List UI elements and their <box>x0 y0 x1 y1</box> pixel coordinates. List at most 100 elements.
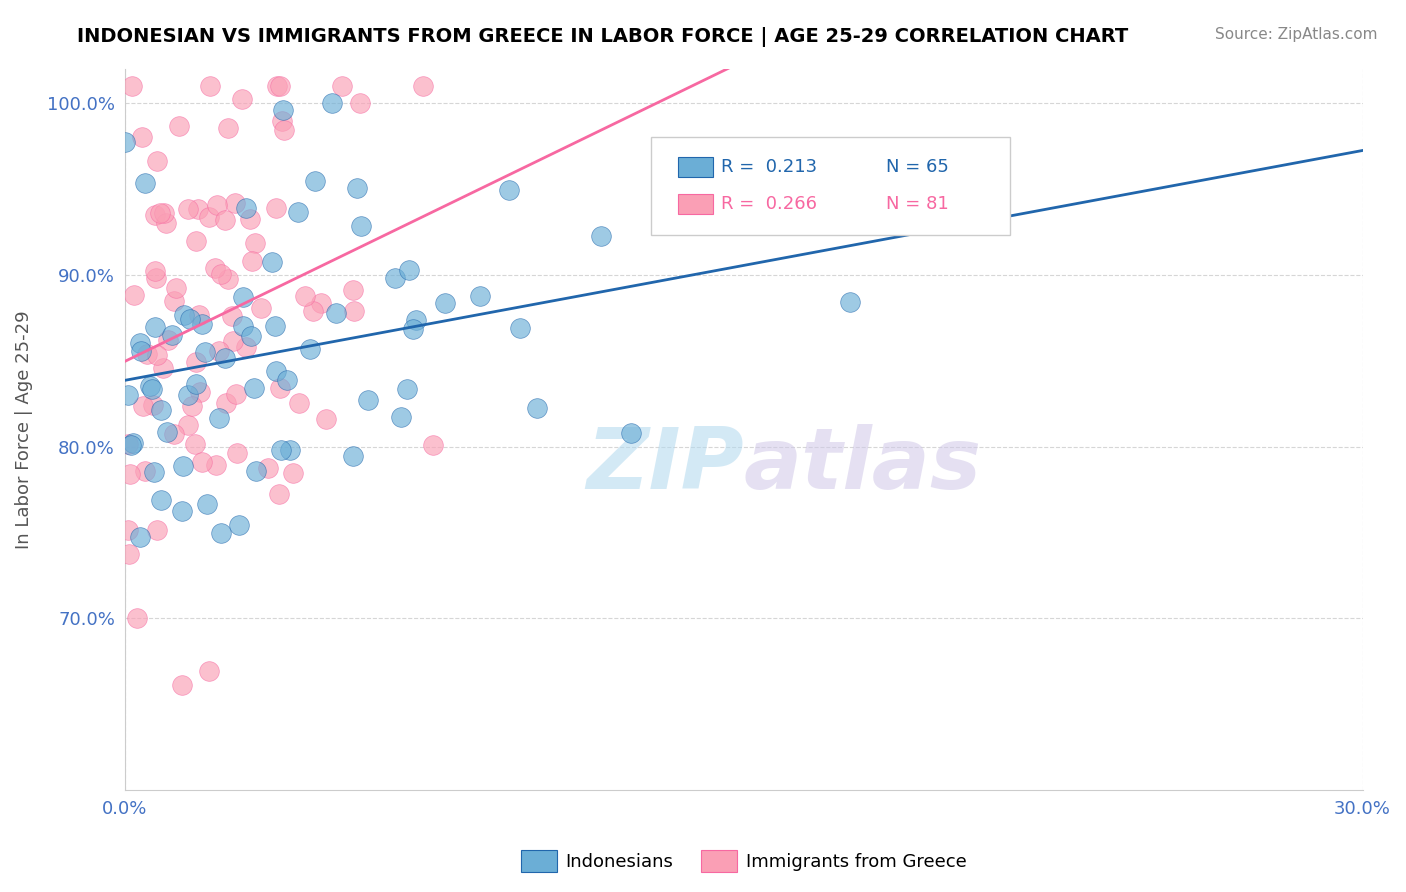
Point <box>163 293 186 308</box>
Point <box>434 296 457 310</box>
Point <box>315 412 337 426</box>
Point <box>239 329 262 343</box>
Point <box>402 321 425 335</box>
Point <box>146 524 169 538</box>
Point <box>269 381 291 395</box>
Point <box>357 393 380 408</box>
Point <box>273 122 295 136</box>
Point <box>343 303 366 318</box>
Point <box>309 296 332 310</box>
Point <box>389 410 412 425</box>
Point <box>141 382 163 396</box>
Point <box>250 301 273 315</box>
Point <box>225 387 247 401</box>
Point <box>170 504 193 518</box>
Point <box>184 376 207 391</box>
Point <box>205 458 228 472</box>
Point <box>349 95 371 110</box>
Point <box>187 202 209 217</box>
Point <box>209 526 232 541</box>
Point <box>134 176 156 190</box>
Point <box>266 201 288 215</box>
Point <box>288 396 311 410</box>
Point <box>526 401 548 415</box>
Point <box>287 205 309 219</box>
Point <box>215 396 238 410</box>
Point <box>186 234 208 248</box>
Point <box>281 466 304 480</box>
Point <box>231 92 253 106</box>
Point <box>165 281 187 295</box>
Point <box>153 206 176 220</box>
Point <box>152 360 174 375</box>
Point <box>468 289 491 303</box>
Point <box>194 345 217 359</box>
Point <box>422 438 444 452</box>
Y-axis label: In Labor Force | Age 25-29: In Labor Force | Age 25-29 <box>15 310 32 549</box>
Point <box>209 267 232 281</box>
Point <box>146 154 169 169</box>
Point <box>342 283 364 297</box>
Point <box>188 308 211 322</box>
Point <box>132 400 155 414</box>
Point <box>217 271 239 285</box>
Point <box>620 426 643 441</box>
Point <box>395 383 418 397</box>
Point <box>235 340 257 354</box>
Point <box>273 103 295 118</box>
Point <box>245 464 267 478</box>
Point <box>150 492 173 507</box>
Point <box>129 343 152 358</box>
Point <box>128 335 150 350</box>
Text: INDONESIAN VS IMMIGRANTS FROM GREECE IN LABOR FORCE | AGE 25-29 CORRELATION CHAR: INDONESIAN VS IMMIGRANTS FROM GREECE IN … <box>77 27 1129 46</box>
Point <box>145 263 167 277</box>
Point <box>349 219 371 233</box>
Point <box>304 174 326 188</box>
Point <box>156 425 179 439</box>
Point <box>190 317 212 331</box>
Point <box>142 398 165 412</box>
Point <box>208 343 231 358</box>
Point <box>120 438 142 452</box>
FancyBboxPatch shape <box>678 157 713 177</box>
Point <box>240 253 263 268</box>
Point <box>157 333 180 347</box>
Point <box>280 442 302 457</box>
Point <box>232 318 254 333</box>
Point <box>398 263 420 277</box>
Point <box>214 213 236 227</box>
Point <box>260 255 283 269</box>
Point <box>143 208 166 222</box>
Point <box>177 202 200 216</box>
Point <box>114 135 136 149</box>
Point <box>121 78 143 93</box>
Point <box>170 678 193 692</box>
Point <box>221 309 243 323</box>
Point <box>117 524 139 538</box>
Point <box>269 78 291 93</box>
Point <box>204 260 226 275</box>
Point <box>384 270 406 285</box>
Point <box>122 288 145 302</box>
Point <box>263 319 285 334</box>
Point <box>155 216 177 230</box>
Point <box>321 96 343 111</box>
Point <box>191 455 214 469</box>
Point <box>195 497 218 511</box>
Point <box>405 313 427 327</box>
Point <box>591 229 613 244</box>
Point <box>302 303 325 318</box>
Text: ZIP: ZIP <box>586 424 744 507</box>
Point <box>163 427 186 442</box>
Text: R =  0.213: R = 0.213 <box>721 158 817 176</box>
Point <box>498 183 520 197</box>
Point <box>298 342 321 356</box>
Point <box>271 114 294 128</box>
Point <box>143 465 166 479</box>
Point <box>266 363 288 377</box>
Point <box>346 180 368 194</box>
Point <box>267 487 290 501</box>
Point <box>117 437 139 451</box>
Point <box>184 355 207 369</box>
Point <box>143 320 166 334</box>
